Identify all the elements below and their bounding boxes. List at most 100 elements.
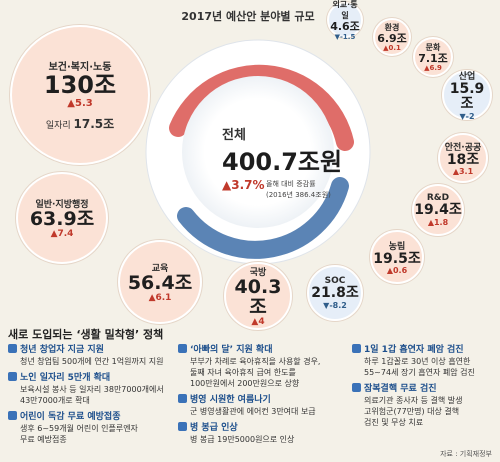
policy-item-desc: 보육시설 봉사 등 일자리 38만7000개에서 bbox=[20, 385, 164, 394]
bubble-name: 보건·복지·노동 bbox=[48, 61, 112, 73]
policy-item-title-text: 1일 1갑 흡연자 폐암 검진 bbox=[364, 345, 464, 355]
bubble-11: 외교·통일 4.6조 ▼-1.5 bbox=[327, 0, 363, 41]
policy-item-icon bbox=[178, 422, 187, 431]
policy-item-title-text: 병영 시원한 여름나기 bbox=[190, 395, 271, 405]
bubble-value: 6.9조 bbox=[377, 31, 407, 45]
policy-item-desc: 생후 6~59개월 어린이 인플루엔자 bbox=[20, 424, 138, 433]
bubble-value: 19.4조 bbox=[414, 202, 462, 219]
bubble-5: 농림 19.5조 ▲0.6 bbox=[370, 230, 424, 284]
policy-item-icon bbox=[8, 411, 17, 420]
center-ring bbox=[145, 39, 371, 265]
policy-item: 잠복결핵 무료 검진 의료기관 종사자 등 결핵 발생 고위험군(77만명) 대상 … bbox=[352, 383, 500, 428]
bubble-value: 63.9조 bbox=[29, 207, 95, 230]
policy-item-desc: 군 병영생활관에 에어컨 3만여대 보급 bbox=[190, 407, 316, 416]
bubble-change: ▲4 bbox=[251, 317, 265, 328]
policy-column-1: ‘아빠의 달’ 지원 확대 부부가 차례로 육아휴직을 사용할 경우, 둘째 자녀 … bbox=[178, 344, 336, 450]
bubble-7: 안전·공공 18조 ▲3.1 bbox=[438, 133, 488, 183]
policy-item-title: 청년 창업자 지금 지원 bbox=[8, 344, 166, 356]
policy-item-title: 병 봉급 인상 bbox=[178, 422, 336, 434]
bubble-9: 문화 7.1조 ▲6.9 bbox=[413, 37, 453, 77]
bubble-change: ▲1.8 bbox=[427, 217, 449, 227]
bubble-change: ▲3.1 bbox=[452, 167, 474, 177]
bubble-change: ▲6.9 bbox=[424, 64, 442, 73]
bubble-value: 130조 bbox=[43, 70, 117, 99]
bubble-name: 환경 bbox=[384, 22, 400, 32]
bubble-sub-item: 일자리 17.5조 bbox=[46, 115, 114, 132]
policy-item-icon bbox=[8, 372, 17, 381]
bubble-name: 문화 bbox=[425, 42, 441, 52]
budget-bubble-chart: 2017년 예산안 분야별 규모 전체 400.7조원 ▲3.7% 올해 대비 … bbox=[10, 0, 492, 330]
bubble-2: 교육 56.4조 ▲6.1 bbox=[118, 240, 202, 324]
bubble-1: 일반·지방행정 63.9조 ▲7.4 bbox=[16, 172, 108, 264]
policy-item-desc: 43만7000개로 확대 bbox=[20, 396, 90, 405]
policy-item-desc: 검진 및 무상 치료 bbox=[364, 418, 424, 427]
policy-item-title: 병영 시원한 여름나기 bbox=[178, 394, 336, 406]
policy-item-title-text: 노인 일자리 5만개 확대 bbox=[20, 373, 111, 383]
bubble-value: 21.8조 bbox=[311, 285, 359, 302]
bubble-name: 농림 bbox=[388, 241, 406, 252]
total-change: ▲3.7% bbox=[222, 178, 265, 192]
policy-item-desc: 하루 1갑꼴로 30년 이상 흡연한 bbox=[364, 357, 471, 366]
bubble-4: SOC 21.8조 ▼-8.2 bbox=[307, 265, 363, 321]
policy-item-title: 잠복결핵 무료 검진 bbox=[352, 383, 500, 395]
bubble-0: 보건·복지·노동 130조 ▲5.3 일자리 17.5조 bbox=[10, 25, 150, 165]
policy-item-icon bbox=[178, 394, 187, 403]
bubble-3: 국방 40.3조 ▲4 bbox=[224, 262, 292, 330]
policy-item: 병 봉급 인상 병 봉급 19만5000원으로 인상 bbox=[178, 422, 336, 445]
bubble-value: 7.1조 bbox=[418, 51, 448, 65]
policy-item-desc: 무료 예방접종 bbox=[20, 435, 67, 444]
policy-item-title: ‘아빠의 달’ 지원 확대 bbox=[178, 344, 336, 356]
policy-item-desc: 병 봉급 19만5000원으로 인상 bbox=[190, 435, 295, 444]
bubble-name: 안전·공공 bbox=[444, 142, 482, 153]
total-note-1: 올해 대비 증감률 bbox=[266, 180, 316, 188]
policy-item-title-text: 어린이 독감 무료 예방접종 bbox=[20, 412, 121, 422]
bubble-10: 환경 6.9조 ▲0.1 bbox=[373, 18, 411, 56]
total-note-2: (2016년 386.4조원) bbox=[266, 191, 331, 199]
bubble-value: 56.4조 bbox=[127, 271, 193, 294]
bubble-6: R&D 19.4조 ▲1.8 bbox=[412, 184, 464, 236]
bubble-change: ▲5.3 bbox=[67, 98, 93, 110]
bubble-name: 교육 bbox=[151, 263, 169, 274]
bubble-change: ▲0.1 bbox=[383, 44, 401, 53]
policy-item-icon bbox=[178, 344, 187, 353]
bubble-value: 15.9조 bbox=[449, 81, 485, 112]
bubble-value: 40.3조 bbox=[234, 275, 282, 318]
bubble-name: 일반·지방행정 bbox=[35, 199, 89, 210]
policy-item-desc: 55~74세 장기 흡연자 폐암 검진 bbox=[364, 368, 475, 377]
policy-item-icon bbox=[352, 383, 361, 392]
policy-item-desc: 청년 창업팀 500개에 연간 1억원까지 지원 bbox=[20, 357, 164, 366]
policy-item-icon bbox=[8, 344, 17, 353]
policy-item: ‘아빠의 달’ 지원 확대 부부가 차례로 육아휴직을 사용할 경우, 둘째 자녀 … bbox=[178, 344, 336, 389]
bubble-name: 산업 bbox=[458, 72, 476, 83]
policy-item-desc: 부부가 차례로 육아휴직을 사용할 경우, bbox=[190, 357, 321, 366]
policy-item-desc: 둘째 자녀 육아휴직 급여 한도를 bbox=[190, 368, 296, 377]
policy-item-desc: 의료기관 종사자 등 결핵 발생 bbox=[364, 396, 463, 405]
policy-item-desc: 100만원에서 200만원으로 상향 bbox=[190, 379, 300, 388]
policy-item-title: 어린이 독감 무료 예방접종 bbox=[8, 411, 166, 423]
bubble-8: 산업 15.9조 ▼-2 bbox=[442, 70, 492, 121]
bubble-change: ▼-8.2 bbox=[323, 300, 347, 310]
policy-item-title: 1일 1갑 흡연자 폐암 검진 bbox=[352, 344, 500, 356]
bubble-change: ▲0.6 bbox=[386, 266, 408, 276]
bubble-value: 19.5조 bbox=[373, 250, 421, 267]
policy-title: 새로 도입되는 ‘생활 밀착형’ 정책 bbox=[8, 328, 164, 341]
bubble-sub-name: 일자리 bbox=[45, 121, 74, 132]
total-label: 전체 bbox=[222, 128, 246, 143]
bubble-value: 4.6조 bbox=[330, 20, 360, 34]
bubble-sub-value: 17.5조 bbox=[73, 117, 115, 132]
policy-item-title-text: 청년 창업자 지금 지원 bbox=[20, 345, 104, 355]
bubble-value: 18조 bbox=[446, 151, 480, 168]
bubble-name: R&D bbox=[426, 193, 450, 204]
policy-item-title: 노인 일자리 5만개 확대 bbox=[8, 372, 166, 384]
bubble-change: ▼-2 bbox=[459, 111, 475, 121]
policy-item-title-text: 잠복결핵 무료 검진 bbox=[364, 384, 437, 394]
